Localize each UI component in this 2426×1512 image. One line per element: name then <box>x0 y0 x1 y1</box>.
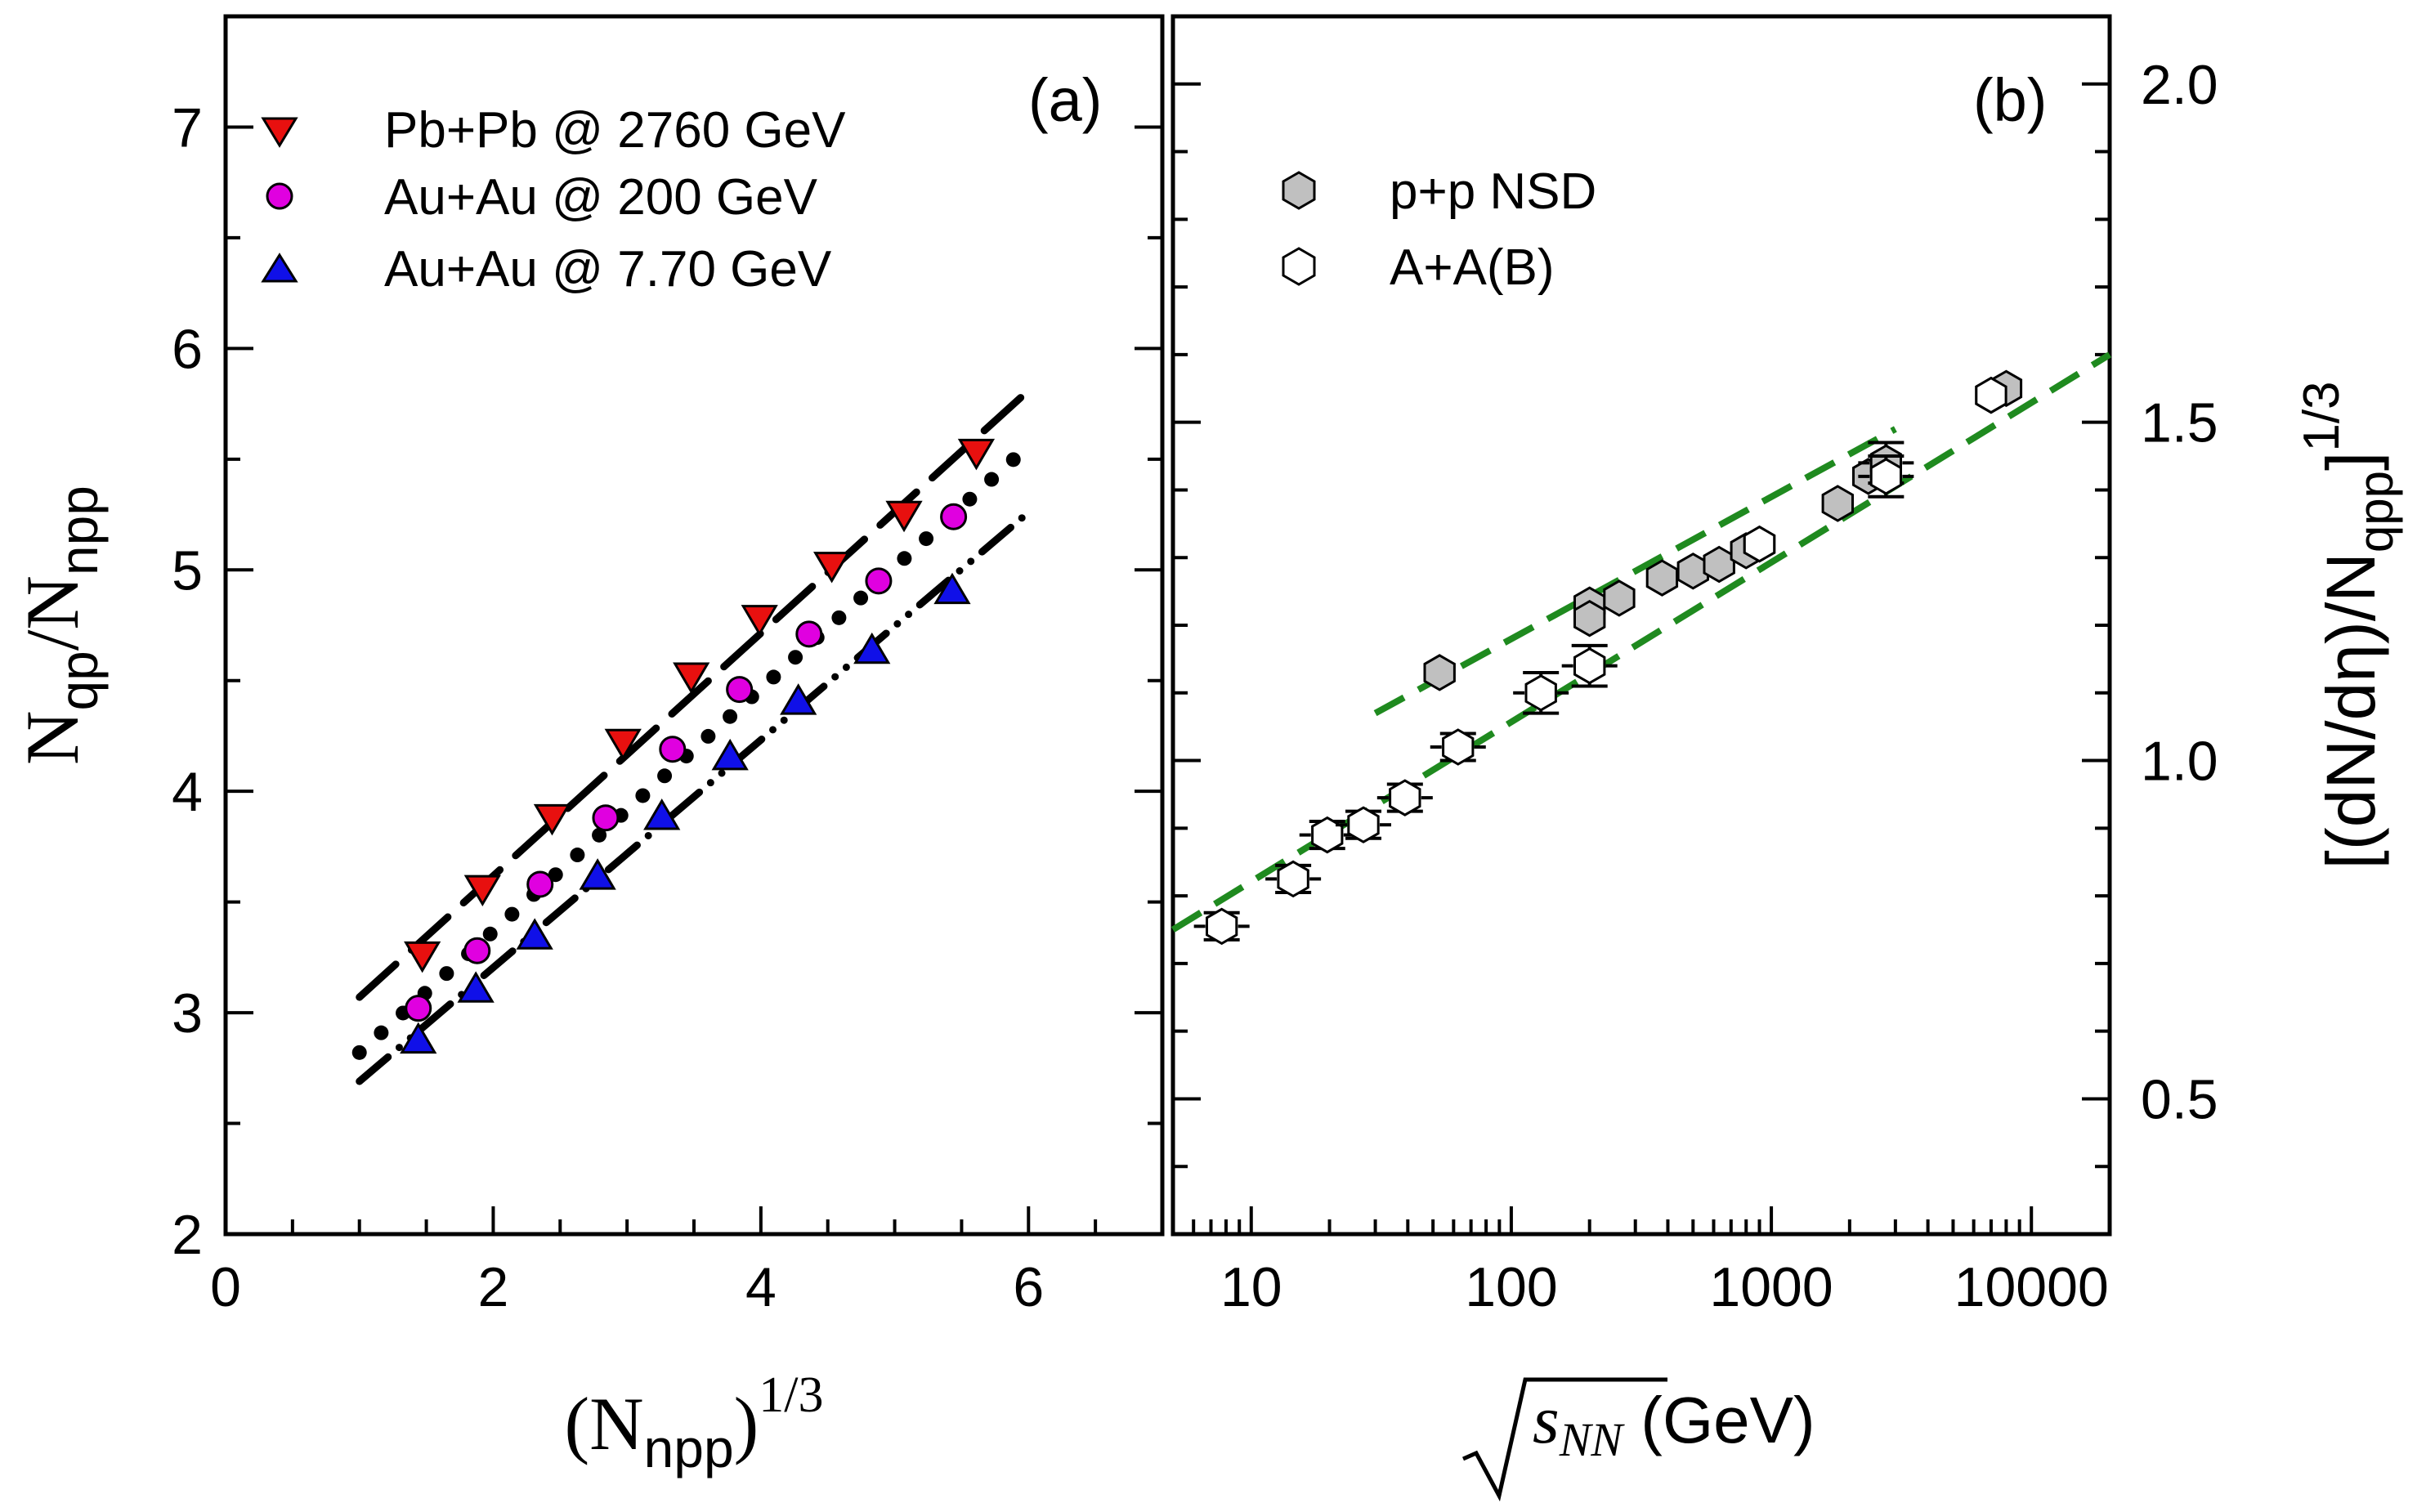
a-point-s2 <box>516 918 553 950</box>
legend-label-pbpb: Pb+Pb @ 2760 GeV <box>384 102 846 159</box>
a-point-s0 <box>463 875 501 907</box>
b-y-tick-label: 1.5 <box>2141 392 2218 454</box>
legend-marker-auau200 <box>266 182 293 210</box>
a-point-s2 <box>643 798 681 830</box>
a-point-s0 <box>885 500 923 533</box>
a-fit-line-1 <box>351 438 1036 1060</box>
legend-marker-pbpb <box>261 117 298 148</box>
b-x-tick-label: 10000 <box>1954 1256 2109 1318</box>
legend-marker-auau770 <box>261 253 298 283</box>
b-x-tick-label: 10 <box>1220 1256 1282 1318</box>
a-x-tick-label: 6 <box>1013 1256 1044 1318</box>
a-point-s2 <box>579 858 616 890</box>
panel-a-x-axis-label: (Nnpp)1/3 <box>564 1367 823 1478</box>
a-point-s1 <box>463 937 491 964</box>
b-point-s1 <box>1311 816 1344 854</box>
b-fit-line-0 <box>1170 351 2112 933</box>
b-point-s0 <box>1645 559 1679 597</box>
a-point-s1 <box>592 804 620 832</box>
panel-a-ticks <box>226 125 1162 1234</box>
b-point-s0 <box>1603 579 1636 617</box>
a-point-s2 <box>457 971 495 1003</box>
b-point-s1 <box>1389 779 1421 816</box>
b-point-s1 <box>1347 806 1380 843</box>
b-y-tick-label: 2.0 <box>2141 54 2218 116</box>
panel-b-ticks <box>1171 82 2111 1234</box>
panel-b-points <box>1193 369 2023 946</box>
legend-marker-aa <box>1282 247 1316 286</box>
b-point-s0 <box>1821 485 1854 522</box>
a-y-tick-label: 4 <box>172 761 203 823</box>
panel-b: 10 100 1000 10000 0.5 1.0 1.5 2.0 p+p NSD A+A(B… <box>1170 14 2403 1502</box>
a-point-s1 <box>940 503 968 530</box>
b-point-s0 <box>1423 654 1456 691</box>
panel-b-legend: p+p NSD A+A(B) <box>1282 163 1596 296</box>
a-point-s0 <box>741 605 778 637</box>
a-x-tick-label: 0 <box>210 1256 241 1318</box>
panel-a-label: (a) <box>1028 66 1102 134</box>
a-x-tick-label: 2 <box>478 1256 509 1318</box>
b-point-s1 <box>1975 376 2007 414</box>
sqrt-sign <box>1461 1377 1667 1502</box>
b-point-s1 <box>1277 860 1309 898</box>
a-point-s1 <box>865 567 893 595</box>
a-point-s1 <box>526 870 554 898</box>
a-point-s1 <box>726 676 754 704</box>
panel-a-fit-lines <box>351 387 1036 1085</box>
a-fit-line-0 <box>356 387 1032 1001</box>
legend-label-pp-nsd: p+p NSD <box>1390 163 1596 220</box>
legend-label-auau770: Au+Au @ 7.70 GeV <box>384 241 832 297</box>
legend-label-aa: A+A(B) <box>1390 239 1555 296</box>
b-y-tick-label: 0.5 <box>2141 1068 2218 1130</box>
b-point-s1 <box>1573 646 1606 685</box>
a-point-s1 <box>795 620 823 648</box>
b-point-s0 <box>1573 599 1606 637</box>
b-x-tick-label: 100 <box>1465 1256 1557 1318</box>
panel-a-legend: Pb+Pb @ 2760 GeV Au+Au @ 200 GeV Au+Au @… <box>261 102 846 297</box>
a-point-s0 <box>604 728 642 761</box>
a-point-s1 <box>659 736 687 763</box>
b-y-tick-label: 1.0 <box>2141 731 2218 793</box>
legend-marker-pp-nsd <box>1282 171 1316 210</box>
panel-b-y-axis-label: [(dN/dη)/Nqpp]1/3 <box>2294 381 2403 869</box>
b-point-s1 <box>1524 674 1557 712</box>
a-point-s2 <box>853 632 891 664</box>
a-point-s2 <box>400 1022 437 1054</box>
a-x-tick-label: 4 <box>745 1256 777 1318</box>
b-point-s0 <box>1703 545 1735 584</box>
panel-b-fit-lines <box>1170 351 2112 933</box>
panel-b-label: (b) <box>1973 66 2047 134</box>
a-point-s0 <box>533 803 571 836</box>
a-point-s0 <box>673 662 710 694</box>
b-point-s1 <box>1206 907 1238 946</box>
b-point-s1 <box>1442 728 1475 766</box>
b-fit-line-1 <box>1373 426 1897 717</box>
panel-b-x-axis-text: sNN (GeV) <box>1533 1382 1815 1466</box>
panel-a-points <box>400 438 996 1054</box>
a-point-s0 <box>813 552 851 584</box>
a-y-tick-label: 3 <box>172 982 203 1045</box>
a-point-s2 <box>933 572 971 605</box>
a-y-tick-label: 5 <box>172 539 203 602</box>
legend-label-auau200: Au+Au @ 200 GeV <box>384 169 818 226</box>
a-fit-line-2 <box>356 508 1032 1085</box>
panel-b-tick-labels: 10 100 1000 10000 0.5 1.0 1.5 2.0 <box>1220 54 2218 1318</box>
panel-b-x-axis-label: sNN (GeV) <box>1461 1377 1815 1502</box>
panel-a-y-axis-label: Nqp/Nnpp <box>11 485 109 765</box>
a-point-s0 <box>957 438 996 471</box>
b-point-s1 <box>1743 525 1776 563</box>
a-y-tick-label: 2 <box>172 1204 203 1266</box>
a-y-tick-label: 6 <box>172 318 203 380</box>
a-point-s0 <box>404 941 441 973</box>
b-point-s1 <box>1869 458 1902 495</box>
a-point-s1 <box>405 995 432 1022</box>
a-point-s2 <box>711 738 749 771</box>
a-point-s2 <box>780 683 817 715</box>
b-x-tick-label: 1000 <box>1709 1256 1833 1318</box>
a-y-tick-label: 7 <box>172 96 203 159</box>
